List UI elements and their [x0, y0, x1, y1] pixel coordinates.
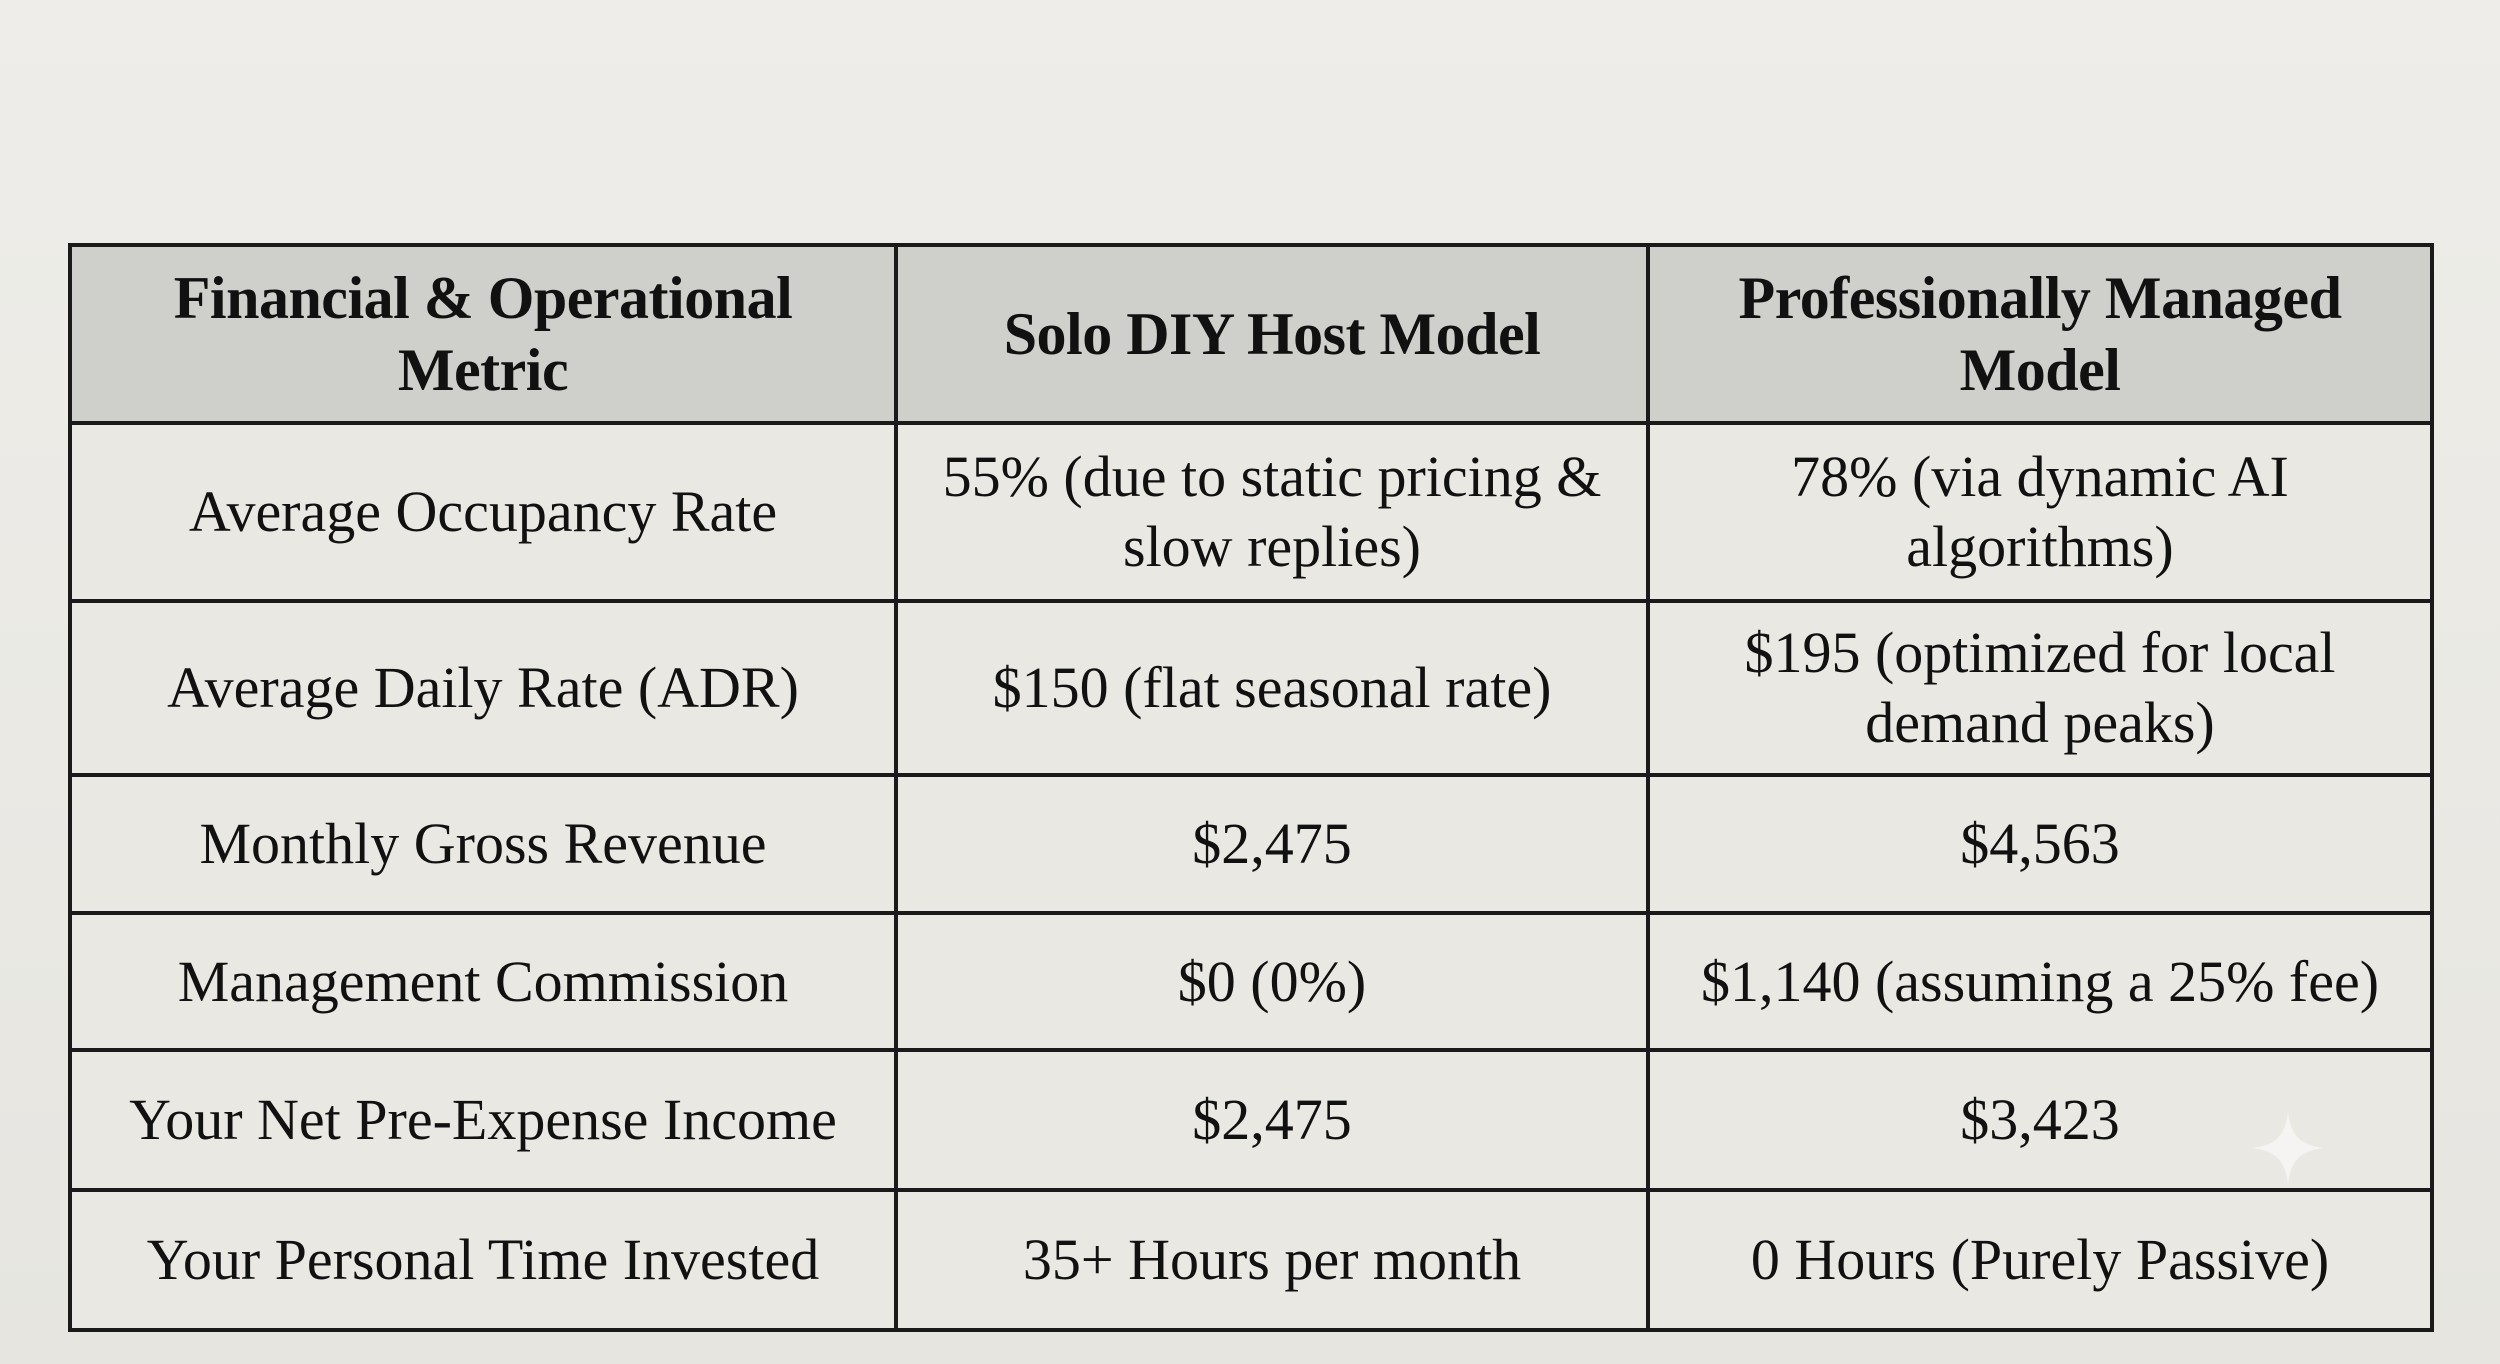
metric-cell: Average Occupancy Rate	[68, 421, 898, 603]
table-row: Your Personal Time Invested 35+ Hours pe…	[68, 1188, 2434, 1332]
table-row: Average Daily Rate (ADR) $150 (flat seas…	[68, 599, 2434, 777]
metric-cell: Average Daily Rate (ADR)	[68, 599, 898, 777]
metric-cell: Management Commission	[68, 911, 898, 1052]
table-row: Average Occupancy Rate 55% (due to stati…	[68, 421, 2434, 603]
metric-cell: Your Personal Time Invested	[68, 1188, 898, 1332]
comparison-table: Financial & Operational Metric Solo DIY …	[68, 243, 2434, 1332]
metric-cell: Monthly Gross Revenue	[68, 773, 898, 915]
solo-cell: $2,475	[894, 1048, 1650, 1192]
metric-cell: Your Net Pre-Expense Income	[68, 1048, 898, 1192]
table-header-row: Financial & Operational Metric Solo DIY …	[68, 243, 2434, 425]
table-row: Management Commission $0 (0%) $1,140 (as…	[68, 911, 2434, 1052]
header-professionally-managed: Professionally Managed Model	[1646, 243, 2434, 425]
managed-cell: $4,563	[1646, 773, 2434, 915]
managed-cell: $195 (optimized for local demand peaks)	[1646, 599, 2434, 777]
header-solo-diy: Solo DIY Host Model	[894, 243, 1650, 425]
sparkle-icon	[2252, 1112, 2324, 1184]
managed-cell: 0 Hours (Purely Passive)	[1646, 1188, 2434, 1332]
managed-cell: $1,140 (assuming a 25% fee)	[1646, 911, 2434, 1052]
header-metric: Financial & Operational Metric	[68, 243, 898, 425]
solo-cell: $2,475	[894, 773, 1650, 915]
table-row: Monthly Gross Revenue $2,475 $4,563	[68, 773, 2434, 915]
solo-cell: $150 (flat seasonal rate)	[894, 599, 1650, 777]
solo-cell: 55% (due to static pricing & slow replie…	[894, 421, 1650, 603]
managed-cell: 78% (via dynamic AI algorithms)	[1646, 421, 2434, 603]
solo-cell: $0 (0%)	[894, 911, 1650, 1052]
table-row: Your Net Pre-Expense Income $2,475 $3,42…	[68, 1048, 2434, 1192]
managed-cell: $3,423	[1646, 1048, 2434, 1192]
solo-cell: 35+ Hours per month	[894, 1188, 1650, 1332]
